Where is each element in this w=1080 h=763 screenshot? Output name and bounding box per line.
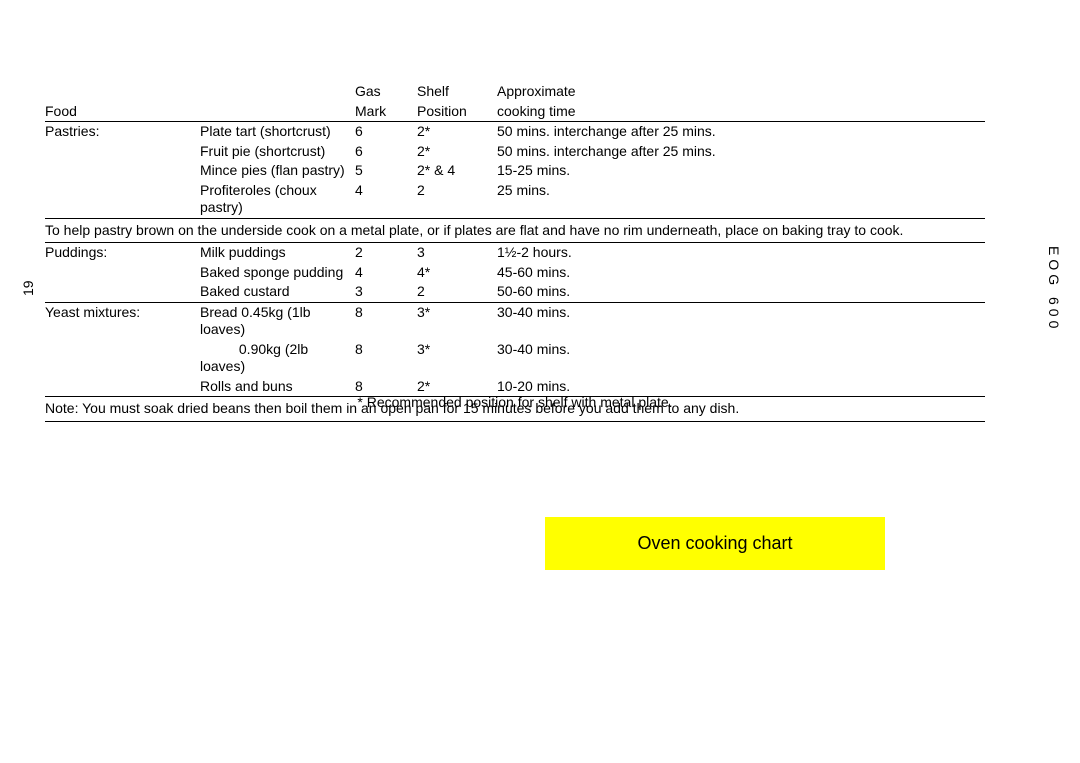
header-time-bot: cooking time xyxy=(497,102,985,122)
item: Baked sponge pudding xyxy=(200,263,355,283)
time: 45-60 mins. xyxy=(497,263,985,283)
item: Milk puddings xyxy=(200,243,355,263)
item: 0.90kg (2lb loaves) xyxy=(200,340,355,377)
table-row: Fruit pie (shortcrust) 6 2* 50 mins. int… xyxy=(45,142,985,162)
time: 1½-2 hours. xyxy=(497,243,985,263)
item: Fruit pie (shortcrust) xyxy=(200,142,355,162)
time: 50 mins. interchange after 25 mins. xyxy=(497,142,985,162)
time: 50 mins. interchange after 25 mins. xyxy=(497,122,985,142)
group-label: Puddings: xyxy=(45,243,200,263)
table-row: 0.90kg (2lb loaves) 8 3* 30-40 mins. xyxy=(45,340,985,377)
group-label: Yeast mixtures: xyxy=(45,303,200,340)
mark: 6 xyxy=(355,142,417,162)
shelf: 3* xyxy=(417,340,497,377)
header-row-1: Gas Shelf Approximate xyxy=(45,82,985,102)
mark: 6 xyxy=(355,122,417,142)
cooking-table: Gas Shelf Approximate Food Mark Position… xyxy=(45,82,985,422)
table-row: Pastries: Plate tart (shortcrust) 6 2* 5… xyxy=(45,122,985,142)
table-row: Baked custard 3 2 50-60 mins. xyxy=(45,282,985,302)
shelf: 2* & 4 xyxy=(417,161,497,181)
mark: 4 xyxy=(355,263,417,283)
table-row: Yeast mixtures: Bread 0.45kg (1lb loaves… xyxy=(45,303,985,340)
table-row: Puddings: Milk puddings 2 3 1½-2 hours. xyxy=(45,243,985,263)
footnote: * Recommended position for shelf with me… xyxy=(45,394,985,410)
shelf: 4* xyxy=(417,263,497,283)
shelf: 2* xyxy=(417,142,497,162)
header-time-top: Approximate xyxy=(497,82,985,102)
mark: 5 xyxy=(355,161,417,181)
mark: 2 xyxy=(355,243,417,263)
table-row: Mince pies (flan pastry) 5 2* & 4 15-25 … xyxy=(45,161,985,181)
shelf: 2 xyxy=(417,282,497,302)
highlight-box: Oven cooking chart xyxy=(545,517,885,570)
header-food: Food xyxy=(45,102,200,122)
shelf: 2* xyxy=(417,122,497,142)
mark: 8 xyxy=(355,303,417,340)
time: 30-40 mins. xyxy=(497,303,985,340)
note-row: To help pastry brown on the underside co… xyxy=(45,219,985,243)
page: Gas Shelf Approximate Food Mark Position… xyxy=(0,0,1080,763)
table-row: Baked sponge pudding 4 4* 45-60 mins. xyxy=(45,263,985,283)
item: Bread 0.45kg (1lb loaves) xyxy=(200,303,355,340)
time: 30-40 mins. xyxy=(497,340,985,377)
table: Gas Shelf Approximate Food Mark Position… xyxy=(45,82,985,422)
group-label: Pastries: xyxy=(45,122,200,142)
item: Plate tart (shortcrust) xyxy=(200,122,355,142)
page-number: 19 xyxy=(20,280,36,296)
shelf: 3 xyxy=(417,243,497,263)
time: 50-60 mins. xyxy=(497,282,985,302)
header-shelf-bot: Position xyxy=(417,102,497,122)
note-text: To help pastry brown on the underside co… xyxy=(45,219,985,243)
item: Profiteroles (choux pastry) xyxy=(200,181,355,219)
time: 25 mins. xyxy=(497,181,985,219)
table-row: Profiteroles (choux pastry) 4 2 25 mins. xyxy=(45,181,985,219)
header-shelf-top: Shelf xyxy=(417,82,497,102)
header-row-2: Food Mark Position cooking time xyxy=(45,102,985,122)
item: Mince pies (flan pastry) xyxy=(200,161,355,181)
item: Baked custard xyxy=(200,282,355,302)
highlight-text: Oven cooking chart xyxy=(637,533,792,554)
time: 15-25 mins. xyxy=(497,161,985,181)
rule xyxy=(45,421,985,422)
mark: 8 xyxy=(355,340,417,377)
shelf: 2 xyxy=(417,181,497,219)
shelf: 3* xyxy=(417,303,497,340)
header-mark-top: Gas xyxy=(355,82,417,102)
mark: 4 xyxy=(355,181,417,219)
side-label: EOG 600 xyxy=(1046,246,1062,332)
mark: 3 xyxy=(355,282,417,302)
header-mark-bot: Mark xyxy=(355,102,417,122)
